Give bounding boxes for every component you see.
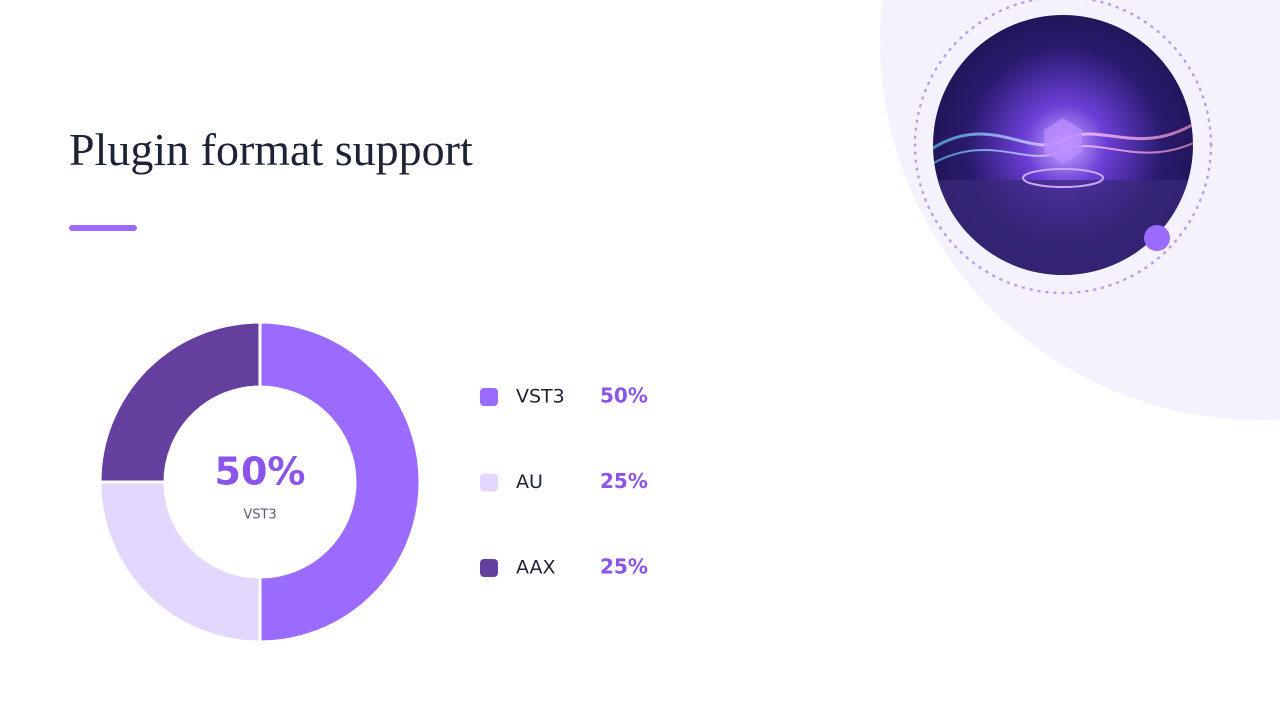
donut-segment — [98, 320, 262, 484]
dotted-ring — [913, 0, 1213, 295]
center-value: 50% — [215, 450, 306, 494]
title-underline — [69, 225, 137, 231]
donut — [98, 320, 422, 644]
legend-value: 25% — [600, 555, 648, 579]
legend-label: AAX — [516, 557, 556, 579]
legend-value: 25% — [600, 469, 648, 493]
legend-value: 50% — [600, 384, 648, 408]
legend: VST3 50% AU 25% AAX 25% — [480, 384, 648, 579]
legend-swatch — [480, 559, 498, 577]
center-label: VST3 — [243, 508, 276, 523]
donut-segment — [98, 480, 262, 644]
legend-swatch — [480, 388, 498, 406]
legend-swatch — [480, 473, 498, 492]
decor-dot — [1144, 225, 1170, 251]
legend-label: AU — [516, 471, 543, 493]
legend-label: VST3 — [516, 386, 565, 408]
donut-segment — [258, 320, 422, 644]
chart-title: Plugin format support — [69, 124, 473, 175]
